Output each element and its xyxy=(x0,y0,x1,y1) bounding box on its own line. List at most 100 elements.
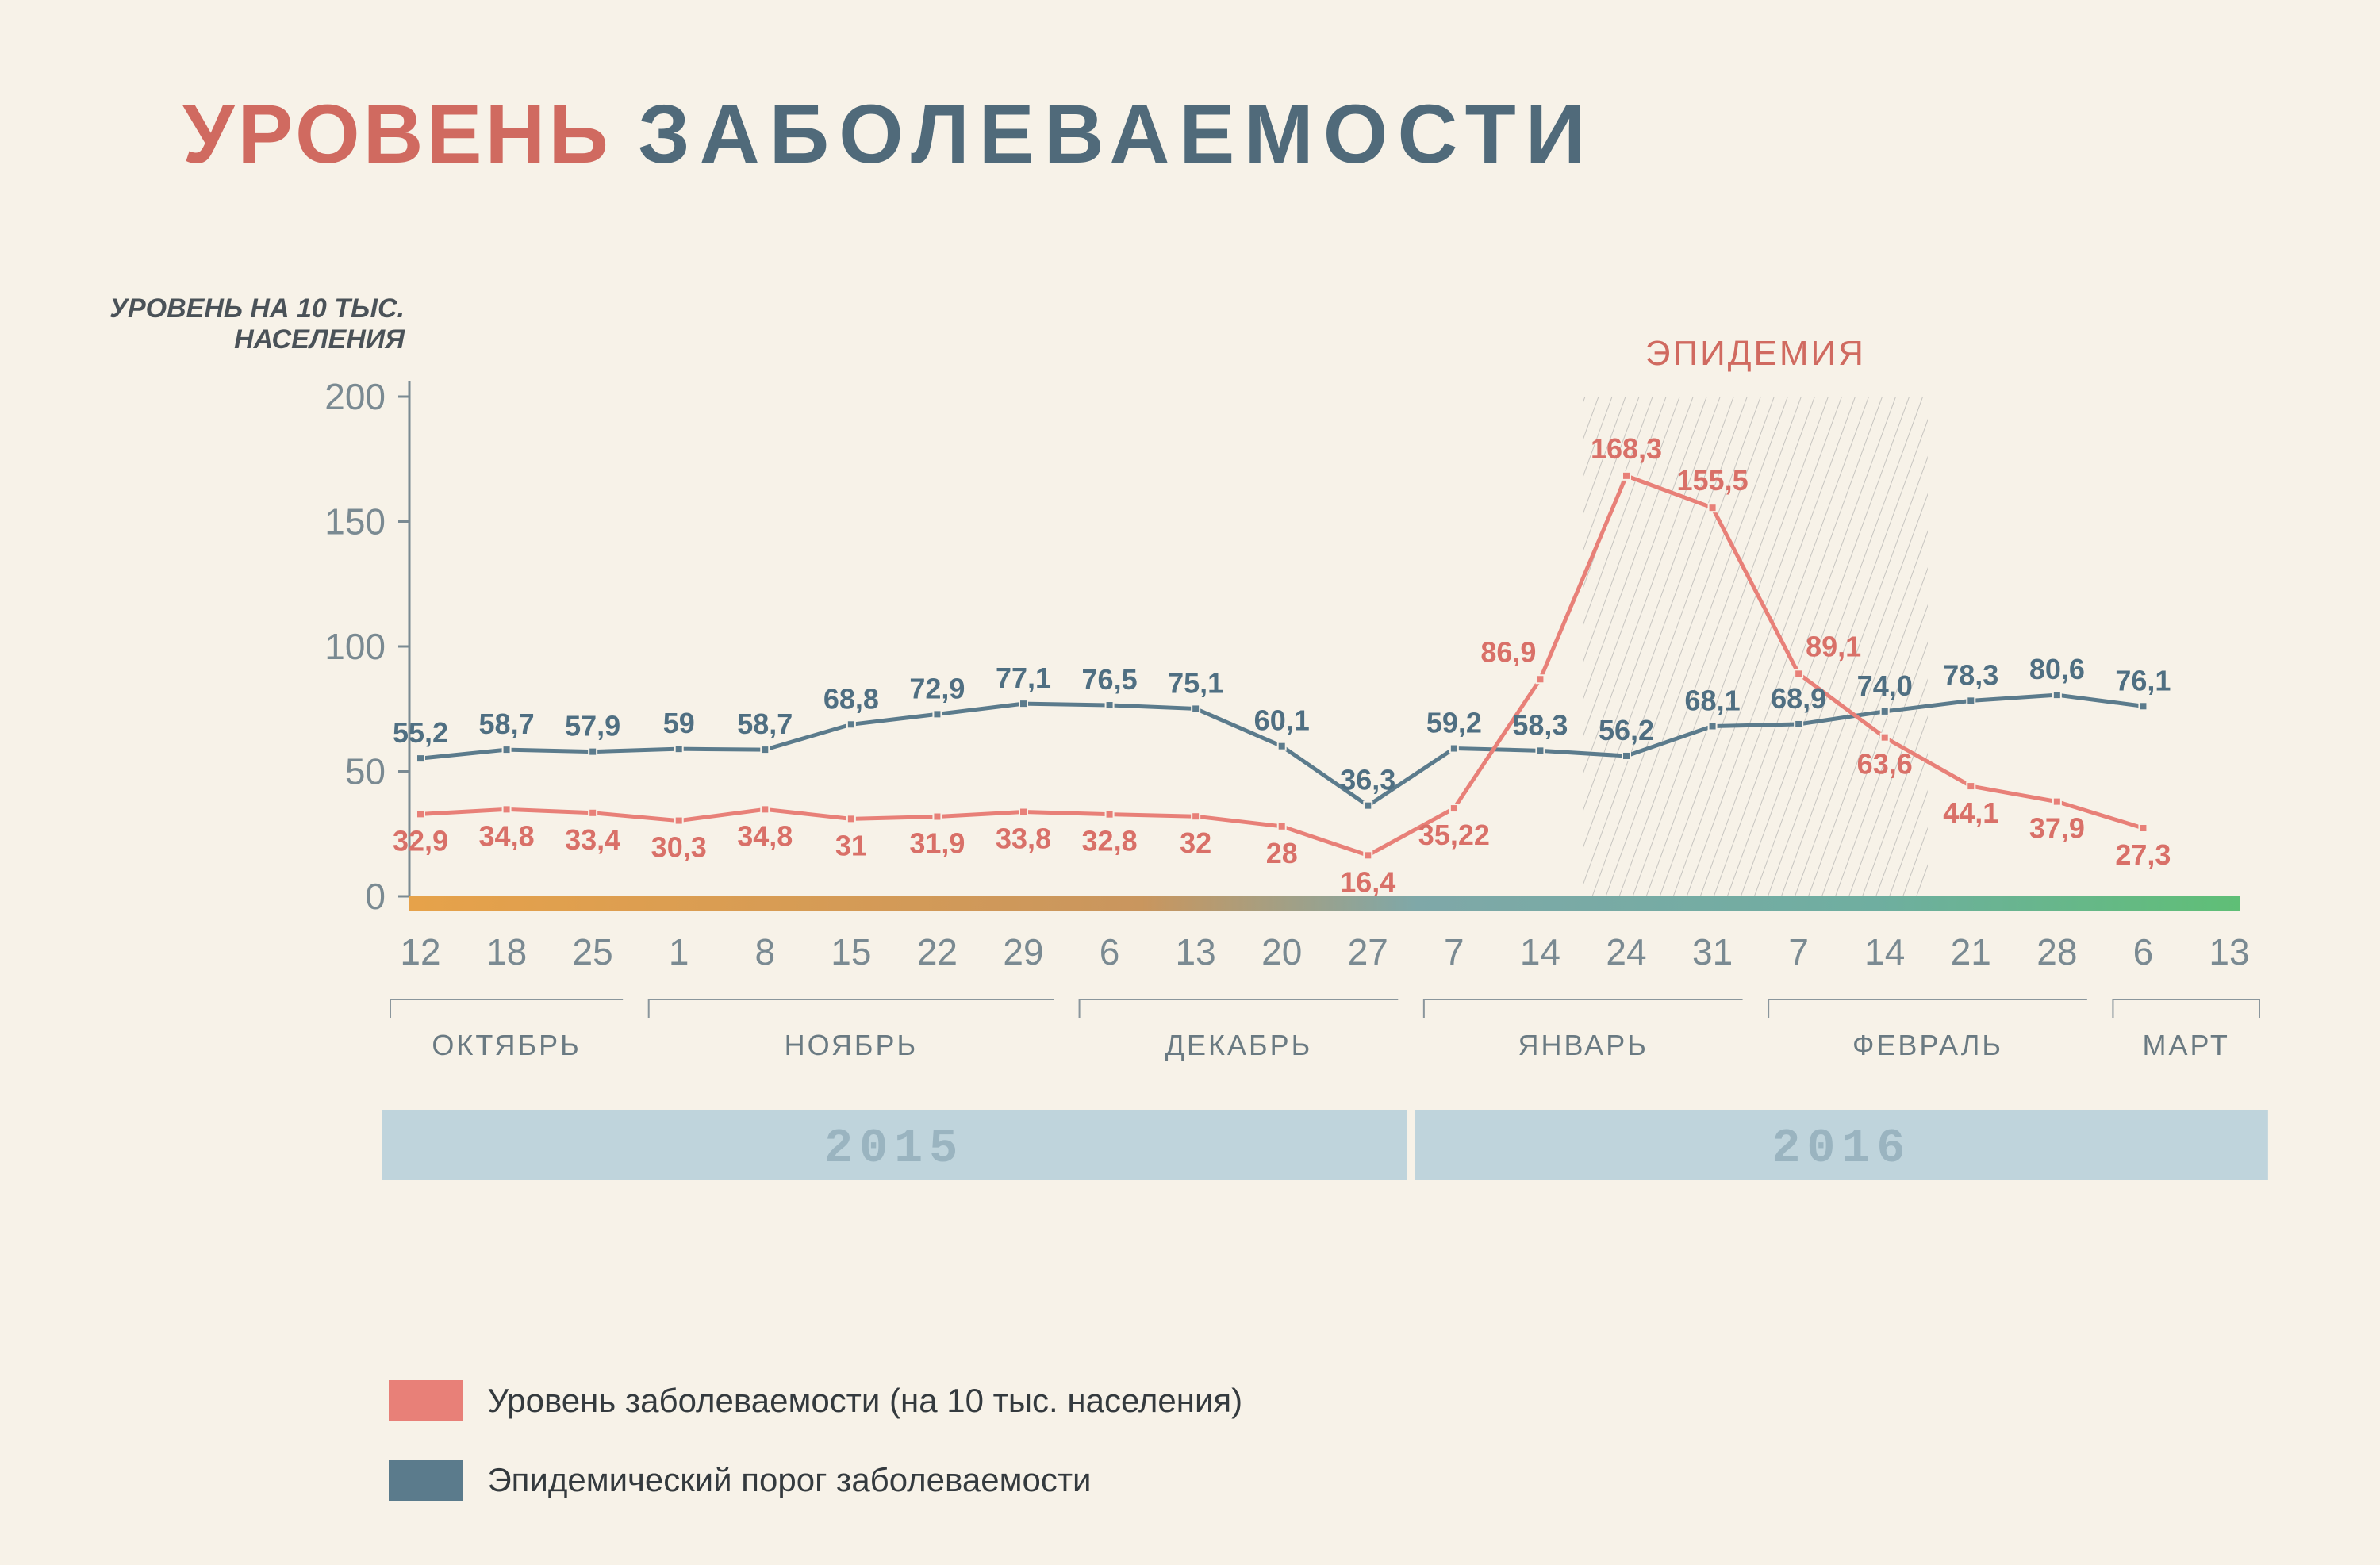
threshold-marker xyxy=(1536,746,1544,754)
epidemic-label: ЭПИДЕМИЯ xyxy=(1645,334,1866,373)
incidence-value-label: 35,22 xyxy=(1418,819,1490,851)
month-label: НОЯБРЬ xyxy=(785,1029,918,1061)
threshold-value-label: 68,8 xyxy=(823,682,879,715)
y-tick-label: 50 xyxy=(345,751,386,792)
y-tick-label: 200 xyxy=(324,376,386,417)
incidence-value-label: 16,4 xyxy=(1340,865,1395,898)
incidence-marker xyxy=(503,805,511,813)
legend-item-1: Уровень заболеваемости (на 10 тыс. насел… xyxy=(389,1380,1242,1421)
threshold-marker xyxy=(1795,720,1802,728)
incidence-marker xyxy=(933,813,941,821)
legend-label-1: Уровень заболеваемости (на 10 тыс. насел… xyxy=(487,1382,1242,1419)
threshold-marker xyxy=(1709,722,1717,730)
incidence-marker xyxy=(761,805,769,813)
threshold-value-label: 36,3 xyxy=(1340,764,1395,796)
threshold-marker xyxy=(503,746,511,754)
threshold-marker xyxy=(2139,702,2147,710)
incidence-marker xyxy=(1536,675,1544,683)
threshold-value-label: 60,1 xyxy=(1254,704,1310,737)
incidence-value-label: 155,5 xyxy=(1677,464,1749,497)
y-tick-label: 100 xyxy=(324,626,386,667)
threshold-marker xyxy=(1192,704,1200,712)
incidence-value-label: 34,8 xyxy=(479,819,535,852)
incidence-value-label: 30,3 xyxy=(651,831,707,864)
incidence-value-label: 63,6 xyxy=(1857,748,1913,781)
month-label: ЯНВАРЬ xyxy=(1518,1029,1648,1061)
x-tick-label: 6 xyxy=(1100,931,1120,972)
incidence-marker xyxy=(675,817,683,825)
threshold-marker xyxy=(416,754,424,762)
threshold-value-label: 77,1 xyxy=(996,662,1051,694)
threshold-value-label: 68,9 xyxy=(1771,682,1826,715)
incidence-value-label: 89,1 xyxy=(1806,630,1861,662)
month-label: ДЕКАБРЬ xyxy=(1165,1029,1313,1061)
x-tick-label: 25 xyxy=(573,931,613,972)
x-tick-label: 29 xyxy=(1003,931,1043,972)
threshold-marker xyxy=(2053,691,2061,699)
incidence-marker xyxy=(1278,823,1286,830)
legend-swatch-2 xyxy=(389,1460,463,1501)
incidence-value-label: 32 xyxy=(1180,827,1211,859)
threshold-value-label: 75,1 xyxy=(1168,666,1223,699)
legend-label-2: Эпидемический порог заболеваемости xyxy=(487,1461,1091,1498)
incidence-marker xyxy=(1106,811,1114,819)
threshold-value-label: 57,9 xyxy=(565,710,620,742)
incidence-value-label: 33,8 xyxy=(996,823,1051,855)
incidence-value-label: 32,9 xyxy=(393,824,448,857)
threshold-value-label: 76,5 xyxy=(1082,663,1138,696)
incidence-value-label: 86,9 xyxy=(1480,635,1536,668)
year-label: 2016 xyxy=(1772,1122,1911,1176)
x-tick-label: 12 xyxy=(400,931,440,972)
threshold-marker xyxy=(933,710,941,718)
threshold-marker xyxy=(675,745,683,753)
incidence-marker xyxy=(1192,812,1200,820)
incidence-marker xyxy=(1881,734,1889,742)
infographic-root: уровень заболеваемости УРОВЕНЬ НА 10 ТЫС… xyxy=(0,0,2380,1565)
x-tick-label: 28 xyxy=(2036,931,2077,972)
incidence-marker xyxy=(1450,804,1458,812)
x-tick-label: 13 xyxy=(2209,931,2249,972)
threshold-value-label: 72,9 xyxy=(909,672,965,704)
threshold-marker xyxy=(1278,742,1286,750)
incidence-marker xyxy=(2139,824,2147,832)
threshold-value-label: 80,6 xyxy=(2029,653,2085,685)
x-tick-label: 1 xyxy=(669,931,689,972)
incidence-marker xyxy=(1622,472,1630,480)
threshold-value-label: 58,7 xyxy=(479,708,535,740)
threshold-value-label: 76,1 xyxy=(2115,664,2171,696)
x-tick-label: 7 xyxy=(1444,931,1464,972)
x-tick-label: 13 xyxy=(1176,931,1216,972)
x-tick-label: 22 xyxy=(917,931,958,972)
x-axis-gradient xyxy=(409,896,2240,911)
threshold-marker xyxy=(1622,752,1630,760)
threshold-value-label: 74,0 xyxy=(1857,669,1913,702)
threshold-marker xyxy=(847,720,855,728)
month-label: ОКТЯБРЬ xyxy=(432,1029,581,1061)
x-tick-label: 24 xyxy=(1606,931,1646,972)
incidence-value-label: 168,3 xyxy=(1591,432,1662,465)
x-tick-label: 20 xyxy=(1261,931,1302,972)
x-tick-label: 31 xyxy=(1692,931,1733,972)
x-tick-label: 18 xyxy=(486,931,527,972)
month-label: ФЕВРАЛЬ xyxy=(1852,1029,2003,1061)
x-tick-label: 7 xyxy=(1788,931,1809,972)
x-tick-label: 8 xyxy=(754,931,775,972)
x-tick-label: 21 xyxy=(1951,931,1991,972)
incidence-value-label: 32,8 xyxy=(1082,825,1138,857)
incidence-value-label: 33,4 xyxy=(565,823,620,856)
epidemic-zone xyxy=(1583,397,1928,896)
threshold-value-label: 59 xyxy=(663,707,695,739)
incidence-marker xyxy=(847,815,855,823)
incidence-marker xyxy=(1709,504,1717,512)
incidence-value-label: 37,9 xyxy=(2029,812,2085,845)
incidence-marker xyxy=(1364,851,1372,859)
month-label: МАРТ xyxy=(2143,1029,2230,1061)
threshold-marker xyxy=(761,746,769,754)
threshold-marker xyxy=(1019,700,1027,708)
threshold-marker xyxy=(1967,696,1975,704)
x-tick-label: 6 xyxy=(2133,931,2154,972)
incidence-value-label: 34,8 xyxy=(737,819,793,852)
threshold-value-label: 68,1 xyxy=(1685,684,1741,716)
x-tick-label: 15 xyxy=(831,931,871,972)
y-tick-label: 0 xyxy=(365,876,386,917)
